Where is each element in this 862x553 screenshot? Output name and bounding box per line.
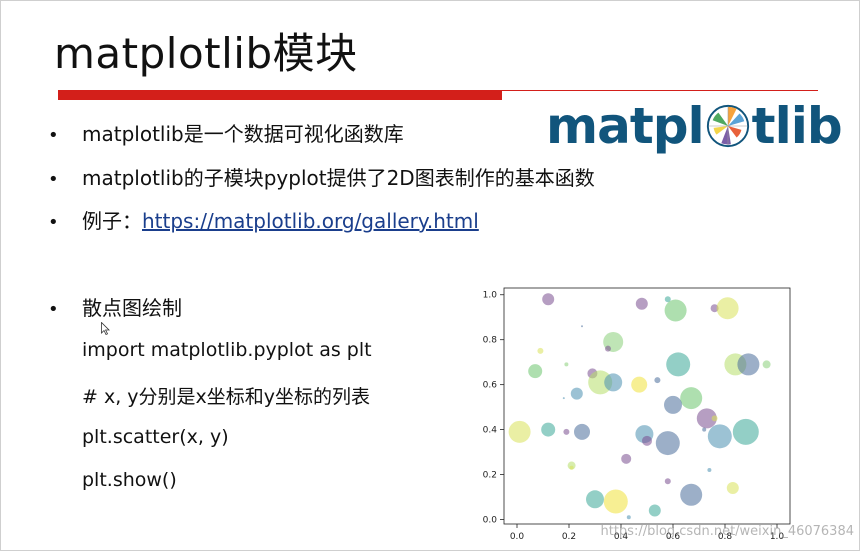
scatter-point <box>562 397 565 400</box>
scatter-point <box>605 345 611 352</box>
scatter-point <box>726 482 739 495</box>
x-tick-label: 0.6 <box>666 532 681 542</box>
code-line: import matplotlib.pyplot as plt <box>82 339 372 361</box>
matplotlib-logo: matpl tlib <box>546 96 843 156</box>
scatter-point <box>680 387 703 410</box>
scatter-point <box>603 489 628 514</box>
title-underline-thin <box>502 90 818 91</box>
y-tick-label: 0.4 <box>483 426 498 436</box>
scatter-point <box>654 377 661 384</box>
y-tick-label: 0.6 <box>483 381 498 391</box>
watermark: https://blog.csdn.net/weixin_46076384 <box>600 524 854 539</box>
scatter-point <box>696 408 717 429</box>
bullet-item: • matplotlib的子模块pyplot提供了2D图表制作的基本函数 <box>48 162 595 191</box>
scatter-point <box>574 423 590 440</box>
scatter-point <box>737 353 760 376</box>
logo-text-right: tlib <box>751 97 843 155</box>
scatter-point <box>707 468 712 473</box>
x-tick-label: 0.0 <box>510 532 525 542</box>
scatter-point <box>581 325 583 328</box>
scatter-point <box>567 461 576 470</box>
x-tick-label: 0.4 <box>614 532 629 542</box>
scatter-point <box>541 422 556 437</box>
logo-wheel-icon <box>706 104 749 148</box>
scatter-point <box>732 418 759 445</box>
scatter-point <box>586 490 604 509</box>
scatter-point <box>707 424 732 449</box>
scatter-point <box>664 478 671 485</box>
x-tick-label: 0.8 <box>718 532 733 542</box>
bullet-dot-icon: • <box>48 212 59 233</box>
code-line: # x, y分别是x坐标和y坐标的列表 <box>82 386 371 408</box>
scatter-point <box>716 297 739 320</box>
scatter-point <box>642 435 652 446</box>
bullet-item: • 例子： https://matplotlib.org/gallery.htm… <box>48 205 479 234</box>
scatter-point <box>711 415 718 422</box>
bullet-text: 散点图绘制 <box>82 296 182 320</box>
y-tick-label: 1.0 <box>483 291 498 301</box>
scatter-point <box>563 428 570 435</box>
bullet-dot-icon: • <box>48 299 59 320</box>
logo-text-left: matpl <box>546 97 705 155</box>
x-tick-label: 1.0 <box>770 532 785 542</box>
scatter-point <box>569 465 574 470</box>
x-axis: 0.0 0.2 0.4 0.6 0.8 1.0 <box>510 524 785 542</box>
bullet-dot-icon: • <box>48 169 59 190</box>
mouse-cursor-icon <box>101 322 110 335</box>
scatter-point <box>631 376 648 393</box>
bullet-item: • matplotlib是一个数据可视化函数库 <box>48 118 404 147</box>
scatter-point <box>570 387 583 400</box>
scatter-point <box>604 373 623 392</box>
bullet-prefix: 例子： <box>82 209 142 233</box>
scatter-point <box>537 347 544 354</box>
scatter-point <box>666 352 691 377</box>
x-tick-label: 0.2 <box>562 532 576 542</box>
scatter-point <box>680 483 703 506</box>
bullet-text: matplotlib的子模块pyplot提供了2D图表制作的基本函数 <box>82 166 595 190</box>
bullet-text: matplotlib是一个数据可视化函数库 <box>82 122 404 146</box>
code-line: plt.scatter(x, y) <box>82 426 229 448</box>
plot-frame <box>503 287 791 525</box>
y-axis: 0.0 0.2 0.4 0.6 0.8 1.0 <box>483 291 504 526</box>
scatter-point <box>648 504 661 517</box>
scatter-point <box>542 293 555 306</box>
scatter-point <box>588 370 613 395</box>
scatter-point <box>621 453 632 464</box>
slide-title: matplotlib模块 <box>54 29 358 78</box>
scatter-points <box>508 293 771 520</box>
scatter-point <box>762 360 771 369</box>
y-tick-label: 0.0 <box>483 516 498 526</box>
scatter-chart: 0.0 0.2 0.4 0.6 0.8 1.0 0.0 0.2 0.4 0.6 0.8 1.0 <box>483 287 791 542</box>
scatter-point <box>664 299 687 322</box>
y-tick-label: 0.2 <box>483 471 497 481</box>
scatter-point <box>710 304 719 313</box>
scatter-point <box>702 427 707 432</box>
scatter-point <box>655 431 680 456</box>
y-tick-label: 0.8 <box>483 336 498 346</box>
scatter-point <box>664 296 671 303</box>
bullet-item: • 散点图绘制 <box>48 292 182 321</box>
scatter-point <box>626 515 631 520</box>
code-line: plt.show() <box>82 469 177 491</box>
scatter-point <box>635 297 648 310</box>
bullet-dot-icon: • <box>48 125 59 146</box>
scatter-point <box>528 364 543 379</box>
gallery-link[interactable]: https://matplotlib.org/gallery.html <box>142 209 479 233</box>
scatter-point <box>664 395 682 414</box>
title-underline-thick <box>58 90 502 100</box>
scatter-point <box>508 420 531 443</box>
scatter-point <box>564 362 569 367</box>
